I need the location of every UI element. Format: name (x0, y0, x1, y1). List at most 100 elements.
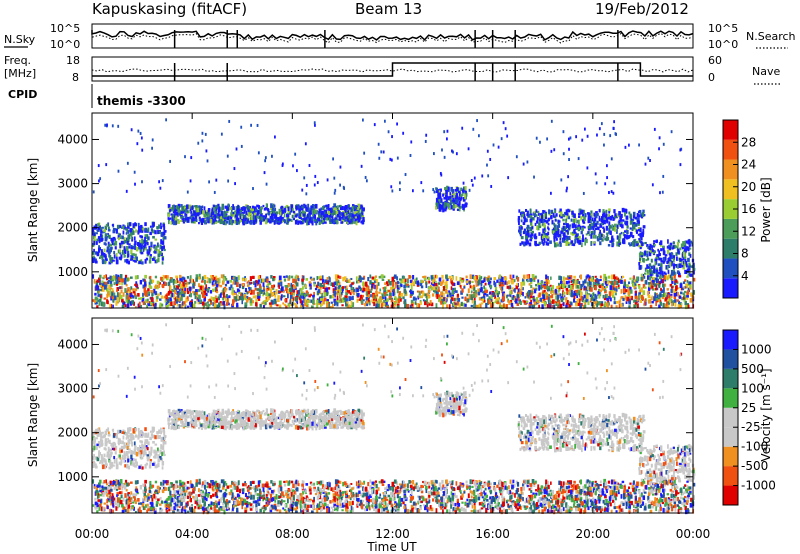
power-cell (455, 276, 458, 281)
power-cell (562, 287, 565, 290)
freq-label-1: Freq. (4, 54, 31, 67)
power-cell (481, 299, 484, 302)
power-cell (229, 279, 233, 283)
power-cell (112, 298, 115, 303)
power-cell (94, 235, 97, 238)
power-cell (124, 259, 127, 263)
power-cell (142, 227, 145, 232)
power-cell (362, 118, 364, 122)
power-cell (313, 283, 316, 287)
power-cell (135, 229, 138, 233)
power-cell (595, 295, 598, 299)
power-cell (245, 221, 248, 224)
power-cell (666, 276, 669, 281)
power-cell (596, 303, 599, 308)
power-cell (480, 296, 483, 299)
power-cell (544, 291, 547, 295)
power-cell (210, 296, 213, 300)
power-cell (332, 210, 336, 215)
power-cell (100, 254, 102, 259)
power-cell (637, 228, 641, 232)
power-cell (666, 301, 670, 305)
power-cell (233, 290, 235, 294)
power-cell (583, 226, 586, 229)
nave-tick-top: 60 (708, 54, 722, 67)
power-cell (455, 198, 459, 204)
power-cell (454, 305, 457, 309)
power-cell (247, 205, 250, 210)
power-cell (420, 279, 423, 283)
power-cell (389, 292, 392, 298)
power-cell (668, 297, 672, 302)
power-cell (227, 216, 230, 221)
power-cell (678, 275, 682, 278)
power-cell (557, 233, 560, 238)
power-cell (603, 297, 607, 301)
power-cell (582, 221, 586, 224)
power-cell (220, 207, 223, 213)
power-cell (598, 285, 602, 289)
power-cell (563, 285, 567, 289)
power-cell (354, 219, 357, 224)
power-cell (157, 230, 161, 234)
power-cell (146, 241, 149, 246)
power-cell (337, 285, 340, 290)
power-cell (186, 296, 189, 302)
power-cell (519, 300, 522, 306)
power-cell (115, 279, 119, 284)
power-cell (263, 218, 265, 222)
power-cell (304, 218, 307, 223)
power-cell (342, 216, 345, 220)
power-cell (125, 237, 128, 242)
power-cell (650, 270, 653, 275)
power-cell (243, 210, 246, 214)
power-cell (544, 229, 547, 233)
power-cell (170, 221, 173, 225)
power-cell (300, 303, 302, 308)
power-cell (567, 208, 570, 213)
power-cell (353, 291, 355, 296)
power-cell (386, 298, 389, 302)
power-cell (527, 229, 529, 233)
power-cell (239, 292, 242, 298)
power-cell (179, 281, 181, 286)
power-cell (95, 260, 98, 264)
power-cell (263, 292, 265, 295)
power-cell (529, 234, 533, 238)
power-cell (152, 235, 155, 239)
power-cell (131, 294, 134, 297)
power-cell (404, 302, 407, 307)
power-cell (483, 287, 487, 293)
power-cell (519, 242, 522, 246)
power-cell (525, 232, 528, 237)
power-cell (630, 289, 633, 294)
power-cell (268, 280, 271, 284)
power-cell (156, 280, 160, 285)
power-cell (210, 300, 213, 305)
power-cell (232, 206, 235, 210)
power-cell (636, 217, 639, 221)
power-cell (500, 299, 503, 303)
power-cell (437, 282, 441, 285)
power-cell (246, 281, 249, 284)
power-cell (130, 254, 133, 260)
power-cell (666, 260, 669, 264)
power-cell (501, 286, 504, 291)
power-cell (502, 121, 505, 125)
power-cell (139, 245, 143, 250)
power-cell (598, 288, 601, 293)
power-cell (529, 212, 532, 218)
power-cell (209, 302, 213, 305)
power-cell (214, 286, 217, 291)
power-cell (659, 240, 663, 246)
power-cell (137, 245, 141, 249)
power-cell (451, 276, 454, 281)
power-cell (121, 235, 124, 240)
power-cell (92, 190, 95, 194)
power-cell (126, 258, 129, 264)
power-cell (313, 210, 317, 214)
power-cell (552, 227, 555, 231)
power-cell (557, 301, 559, 305)
power-cell (434, 280, 437, 286)
power-cell (287, 293, 289, 299)
